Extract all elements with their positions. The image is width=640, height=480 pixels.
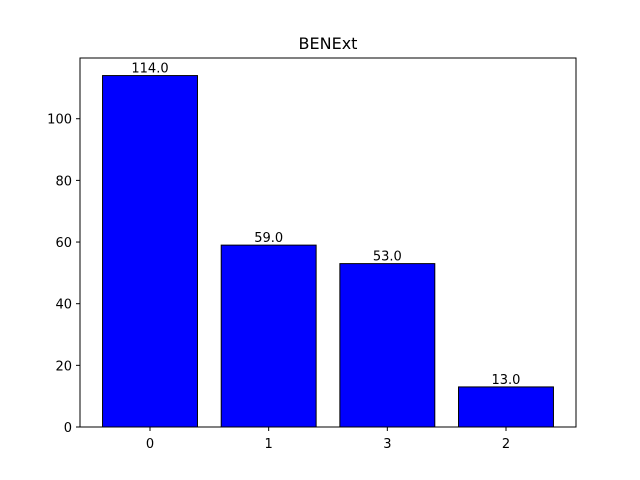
- bar-0: [102, 75, 198, 428]
- data-label-1: 59.0: [254, 231, 283, 246]
- x-tick-label-1: 1: [265, 437, 273, 452]
- bar-3: [339, 263, 436, 428]
- y-tick-label-100: 100: [47, 113, 72, 128]
- axes-frame: [79, 57, 577, 428]
- data-label-0: 114.0: [131, 62, 168, 77]
- chart-title: BENExt: [299, 34, 358, 53]
- bar-1: [220, 244, 317, 428]
- y-tick-label-80: 80: [55, 174, 72, 189]
- y-tick-label-40: 40: [55, 298, 72, 313]
- y-tick-label-0: 0: [64, 421, 72, 436]
- y-tick-label-20: 20: [55, 359, 72, 374]
- y-tick-label-60: 60: [55, 236, 72, 251]
- x-tick-label-0: 0: [146, 437, 154, 452]
- data-label-3: 53.0: [373, 250, 402, 265]
- x-tick-label-3: 3: [383, 437, 391, 452]
- bar-2: [458, 386, 554, 428]
- x-tick-label-2: 2: [502, 437, 510, 452]
- data-label-2: 13.0: [492, 373, 521, 388]
